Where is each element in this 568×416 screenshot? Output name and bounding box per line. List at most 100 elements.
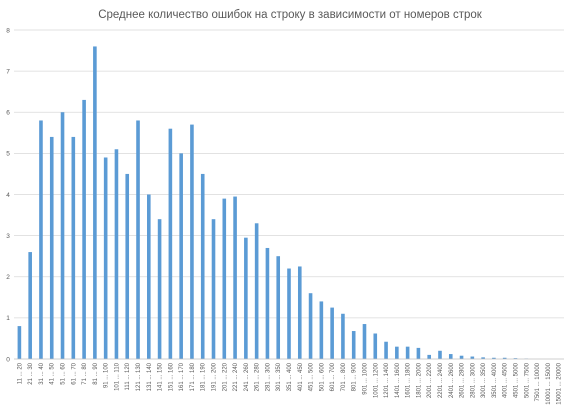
- x-tick-label: 351 ... 400: [287, 362, 293, 391]
- x-tick-label: 451 ... 500: [309, 362, 315, 391]
- x-tick-label: 1001 ... 1200: [373, 362, 379, 398]
- x-tick-label: 11 ... 20: [17, 362, 23, 384]
- y-tick-label: 5: [6, 151, 10, 158]
- bar: [362, 324, 367, 359]
- x-tick-label: 2801 ... 3000: [470, 362, 476, 398]
- bar: [82, 99, 86, 359]
- bar: [470, 356, 475, 359]
- bar: [49, 136, 54, 359]
- bar: [351, 331, 356, 359]
- x-tick-label: 401 ... 450: [298, 362, 304, 391]
- x-tick-label: 61 ... 70: [71, 362, 77, 384]
- bar: [308, 293, 313, 359]
- bar: [28, 252, 32, 359]
- bar: [395, 346, 399, 359]
- bar: [254, 223, 259, 359]
- bars: [17, 46, 529, 360]
- bar: [147, 194, 151, 359]
- bar: [405, 346, 410, 359]
- x-tick-label: 701 ... 800: [341, 362, 347, 391]
- bar: [459, 355, 464, 359]
- bar: [179, 153, 183, 359]
- x-tick-label: 801 ... 900: [352, 362, 358, 391]
- x-tick-label: 1601 ... 1800: [406, 362, 412, 398]
- bar: [297, 266, 302, 359]
- bar: [222, 198, 227, 359]
- y-tick-label: 2: [6, 274, 10, 281]
- bar: [319, 301, 324, 359]
- x-tick-label: 81 ... 90: [93, 362, 99, 384]
- x-tick-label: 601 ... 700: [330, 362, 336, 391]
- x-tick-label: 281 ... 300: [265, 362, 271, 391]
- bar: [125, 173, 130, 359]
- x-tick-label: 4501 ... 5000: [513, 362, 519, 398]
- bar: [157, 219, 162, 359]
- x-tick-label: 51 ... 60: [61, 362, 67, 384]
- x-tick-label: 41 ... 50: [50, 362, 56, 384]
- x-tick-label: 3501 ... 4000: [492, 362, 498, 398]
- x-tick-label: 261 ... 280: [255, 362, 261, 391]
- x-tick-label: 3001 ... 3500: [481, 362, 487, 398]
- bar: [481, 357, 485, 359]
- bar: [244, 237, 248, 359]
- x-tick-label: 2401 ... 2600: [449, 362, 455, 398]
- x-tick-label: 2001 ... 2200: [427, 362, 433, 398]
- x-tick-label: 151 ... 160: [168, 362, 174, 391]
- x-tick-label: 901 ... 1000: [362, 362, 368, 394]
- x-tick-label: 4001 ... 4500: [503, 362, 509, 398]
- bar: [265, 247, 270, 359]
- bar: [103, 157, 108, 359]
- bar: [190, 124, 194, 360]
- bar: [384, 341, 388, 359]
- x-tick-label: 7501 ... 10000: [535, 362, 541, 401]
- x-tick-label: 31 ... 40: [39, 362, 45, 384]
- bar: [513, 358, 518, 359]
- bar: [438, 350, 442, 359]
- x-tick-label: 71 ... 80: [82, 362, 88, 384]
- bar: [416, 347, 421, 359]
- y-tick-label: 3: [6, 233, 10, 240]
- x-tick-label: 201 ... 220: [222, 362, 228, 391]
- y-tick-label: 7: [6, 68, 10, 75]
- bar: [492, 357, 496, 359]
- x-tick-label: 1801 ... 2000: [416, 362, 422, 398]
- x-tick-label: 181 ... 190: [201, 362, 207, 391]
- x-tick-label: 221 ... 240: [233, 362, 239, 391]
- bar: [136, 120, 140, 359]
- y-axis-tick-labels: 0 1 2 3 4 5 6 7 8: [6, 27, 10, 363]
- bar: [448, 354, 453, 359]
- bar: [276, 256, 281, 359]
- x-tick-label: 15001 ... 20000: [557, 362, 563, 404]
- y-tick-label: 0: [6, 356, 10, 363]
- bar: [39, 120, 43, 359]
- x-tick-label: 101 ... 110: [114, 362, 120, 391]
- bar: [93, 46, 97, 359]
- x-tick-label: 501 ... 600: [319, 362, 325, 391]
- bar: [71, 136, 76, 359]
- x-tick-label: 191 ... 200: [212, 362, 218, 391]
- x-tick-label: 121 ... 130: [136, 362, 142, 391]
- bar: [60, 112, 65, 359]
- y-tick-label: 6: [6, 110, 10, 117]
- x-tick-label: 171 ... 180: [190, 362, 196, 391]
- x-tick-label: 1201 ... 1400: [384, 362, 390, 398]
- bar: [168, 128, 173, 359]
- x-axis-tick-labels: 11 ... 20 21 ... 30 31 ... 40 41 ... 50 51 .…: [17, 362, 562, 404]
- bar: [373, 333, 378, 359]
- x-tick-label: 91 ... 100: [104, 362, 110, 388]
- x-tick-label: 111 ... 120: [125, 362, 131, 390]
- x-tick-label: 241 ... 260: [244, 362, 250, 391]
- bar: [211, 219, 216, 359]
- bar: [341, 313, 345, 359]
- bar: [287, 268, 291, 359]
- x-tick-label: 10001 ... 15000: [546, 362, 552, 404]
- bar: [502, 357, 507, 359]
- x-tick-label: 141 ... 150: [158, 362, 164, 391]
- x-tick-label: 21 ... 30: [28, 362, 34, 384]
- x-tick-label: 301 ... 350: [276, 362, 282, 391]
- bar: [200, 173, 205, 359]
- y-tick-label: 4: [6, 192, 10, 199]
- x-tick-label: 2201 ... 2400: [438, 362, 444, 398]
- bar: [17, 326, 22, 359]
